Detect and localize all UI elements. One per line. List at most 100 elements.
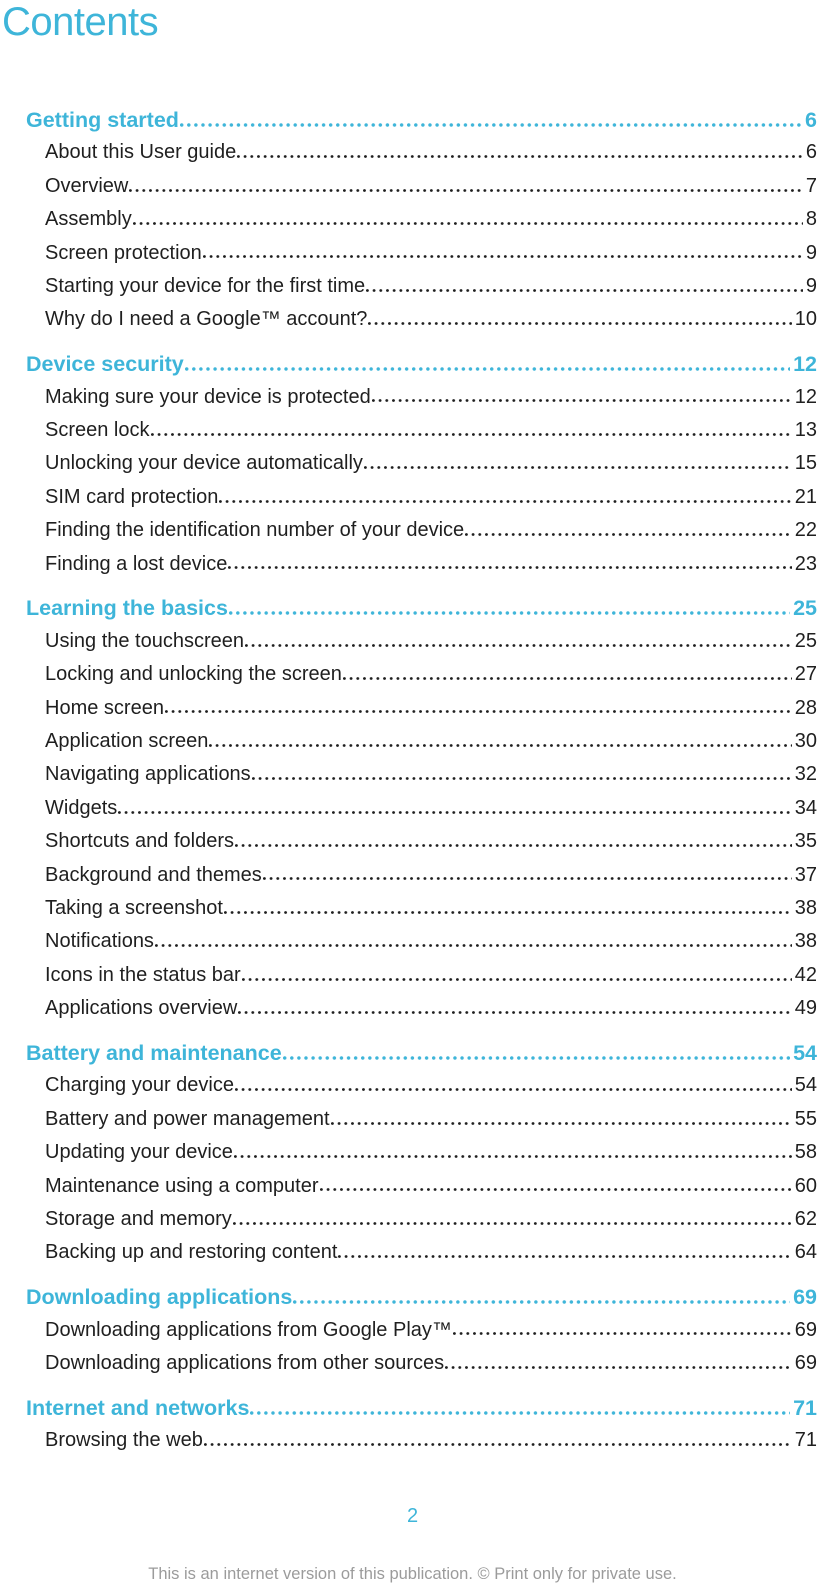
toc-item-row[interactable]: Home screen 28 xyxy=(0,697,817,730)
toc-entry-page: 60 xyxy=(794,1174,817,1197)
dotted-leader xyxy=(452,1332,792,1336)
toc-item-row[interactable]: SIM card protection 21 xyxy=(0,486,817,519)
toc-item-row[interactable]: Using the touchscreen 25 xyxy=(0,630,817,663)
toc-entry-label: Backing up and restoring content xyxy=(45,1241,338,1264)
dotted-leader xyxy=(235,1088,792,1092)
toc-item-row[interactable]: Starting your device for the first time 9 xyxy=(0,275,817,308)
toc-item-row[interactable]: Notifications 38 xyxy=(0,930,817,963)
toc-entry-label: Downloading applications xyxy=(26,1285,293,1310)
page-number: 2 xyxy=(406,1505,419,1527)
dotted-leader xyxy=(228,611,791,616)
toc-entry-label: Device security xyxy=(26,352,184,377)
toc-entry-page: 7 xyxy=(805,174,817,197)
dotted-leader xyxy=(363,466,792,470)
toc-item-row[interactable]: Storage and memory 62 xyxy=(0,1208,817,1241)
toc-entry-label: Notifications xyxy=(45,930,154,953)
toc-item-row[interactable]: Finding a lost device 23 xyxy=(0,553,817,586)
toc-entry-label: Maintenance using a computer xyxy=(45,1174,319,1197)
toc-section-row[interactable]: Internet and networks 71 xyxy=(0,1396,817,1429)
dotted-leader xyxy=(366,288,803,292)
dotted-leader xyxy=(132,221,803,226)
toc-item-row[interactable]: Overview 7 xyxy=(0,175,817,208)
toc-entry-page: 8 xyxy=(805,208,817,231)
toc-section-row[interactable]: Getting started 6 xyxy=(0,108,817,141)
toc-item-row[interactable]: Backing up and restoring content 64 xyxy=(0,1241,817,1274)
toc-item-row[interactable]: Application screen 30 xyxy=(0,730,817,763)
toc-item-row[interactable]: Screen protection 9 xyxy=(0,242,817,275)
toc-entry-label: Browsing the web xyxy=(45,1429,203,1452)
toc-section-row[interactable]: Device security 12 xyxy=(0,352,817,385)
toc-entry-page: 64 xyxy=(794,1241,817,1264)
toc-section-row[interactable]: Battery and maintenance 54 xyxy=(0,1041,817,1074)
toc-entry-page: 71 xyxy=(794,1429,817,1452)
toc-entry-label: Home screen xyxy=(45,696,164,719)
toc-item-row[interactable]: About this User guide 6 xyxy=(0,141,817,174)
dotted-leader xyxy=(219,499,792,503)
toc-item-row[interactable]: Screen lock 13 xyxy=(0,419,817,452)
toc-item-row[interactable]: Downloading applications from Google Pla… xyxy=(0,1319,817,1352)
dotted-leader xyxy=(262,877,792,881)
dotted-leader xyxy=(445,1365,792,1370)
toc-item-row[interactable]: Shortcuts and folders 35 xyxy=(0,830,817,863)
toc-entry-page: 54 xyxy=(793,1041,817,1066)
toc-entry-label: Downloading applications from Google Pla… xyxy=(45,1318,452,1341)
toc-item-row[interactable]: Unlocking your device automatically 15 xyxy=(0,452,817,485)
dotted-leader xyxy=(179,123,803,127)
toc-entry-label: Learning the basics xyxy=(26,596,228,621)
dotted-leader xyxy=(282,1056,791,1061)
toc-item-row[interactable]: Locking and unlocking the screen 27 xyxy=(0,663,817,696)
toc-entry-label: Icons in the status bar xyxy=(45,963,241,986)
dotted-leader xyxy=(154,944,792,948)
toc-entry-label: Finding a lost device xyxy=(45,552,228,575)
toc-entry-page: 54 xyxy=(794,1074,817,1097)
toc-entry-label: SIM card protection xyxy=(45,485,219,508)
toc-item-row[interactable]: Assembly 8 xyxy=(0,208,817,241)
toc-item-row[interactable]: Downloading applications from other sour… xyxy=(0,1352,817,1385)
toc-entry-page: 15 xyxy=(794,452,817,475)
dotted-leader xyxy=(237,155,803,159)
toc-entry-label: Finding the identification number of you… xyxy=(45,519,465,542)
toc-section-row[interactable]: Downloading applications 69 xyxy=(0,1285,817,1318)
toc-item-row[interactable]: Updating your device 58 xyxy=(0,1141,817,1174)
toc-item-row[interactable]: Background and themes 37 xyxy=(0,864,817,897)
toc-entry-page: 13 xyxy=(794,419,817,442)
toc-entry-label: Battery and power management xyxy=(45,1107,330,1130)
toc-item-row[interactable]: Taking a screenshot 38 xyxy=(0,897,817,930)
toc-entry-page: 49 xyxy=(794,997,817,1020)
toc-item-row[interactable]: Widgets 34 xyxy=(0,797,817,830)
toc-entry-page: 62 xyxy=(794,1208,817,1230)
toc-item-row[interactable]: Browsing the web 71 xyxy=(0,1429,817,1462)
toc-item-row[interactable]: Charging your device 54 xyxy=(0,1074,817,1107)
toc-entry-page: 30 xyxy=(794,730,817,753)
toc-entry-label: About this User guide xyxy=(45,141,237,164)
dotted-leader xyxy=(184,367,791,372)
dotted-leader xyxy=(129,188,803,192)
toc-entry-page: 23 xyxy=(794,552,817,575)
toc-entry-page: 42 xyxy=(794,963,817,986)
toc-section-row[interactable]: Learning the basics 25 xyxy=(0,596,817,629)
dotted-leader xyxy=(233,1155,792,1159)
toc-item-row[interactable]: Making sure your device is protected 12 xyxy=(0,386,817,419)
toc-entry-label: Battery and maintenance xyxy=(26,1041,282,1066)
dotted-leader xyxy=(118,810,792,814)
toc-entry-page: 12 xyxy=(794,385,817,408)
toc-item-row[interactable]: Finding the identification number of you… xyxy=(0,519,817,552)
toc-item-row[interactable]: Icons in the status bar 42 xyxy=(0,964,817,997)
toc-item-row[interactable]: Battery and power management 55 xyxy=(0,1108,817,1141)
toc-entry-label: Unlocking your device automatically xyxy=(45,452,363,475)
toc-item-row[interactable]: Maintenance using a computer 60 xyxy=(0,1175,817,1208)
dotted-leader xyxy=(202,255,803,259)
toc-entry-label: Internet and networks xyxy=(26,1395,250,1420)
toc-entry-page: 9 xyxy=(805,274,817,297)
toc-entry-page: 37 xyxy=(794,863,817,886)
toc-entry-page: 58 xyxy=(794,1141,817,1164)
toc-item-row[interactable]: Applications overview 49 xyxy=(0,997,817,1030)
toc-item-row[interactable]: Why do I need a Google™ account? 10 xyxy=(0,308,817,341)
dotted-leader xyxy=(371,399,792,403)
toc-entry-label: Screen protection xyxy=(45,241,202,264)
toc-entry-page: 12 xyxy=(793,352,817,377)
toc-entry-label: Charging your device xyxy=(45,1074,234,1097)
toc-entry-label: Updating your device xyxy=(45,1141,233,1164)
toc-entry-page: 25 xyxy=(794,629,817,652)
toc-item-row[interactable]: Navigating applications 32 xyxy=(0,763,817,796)
